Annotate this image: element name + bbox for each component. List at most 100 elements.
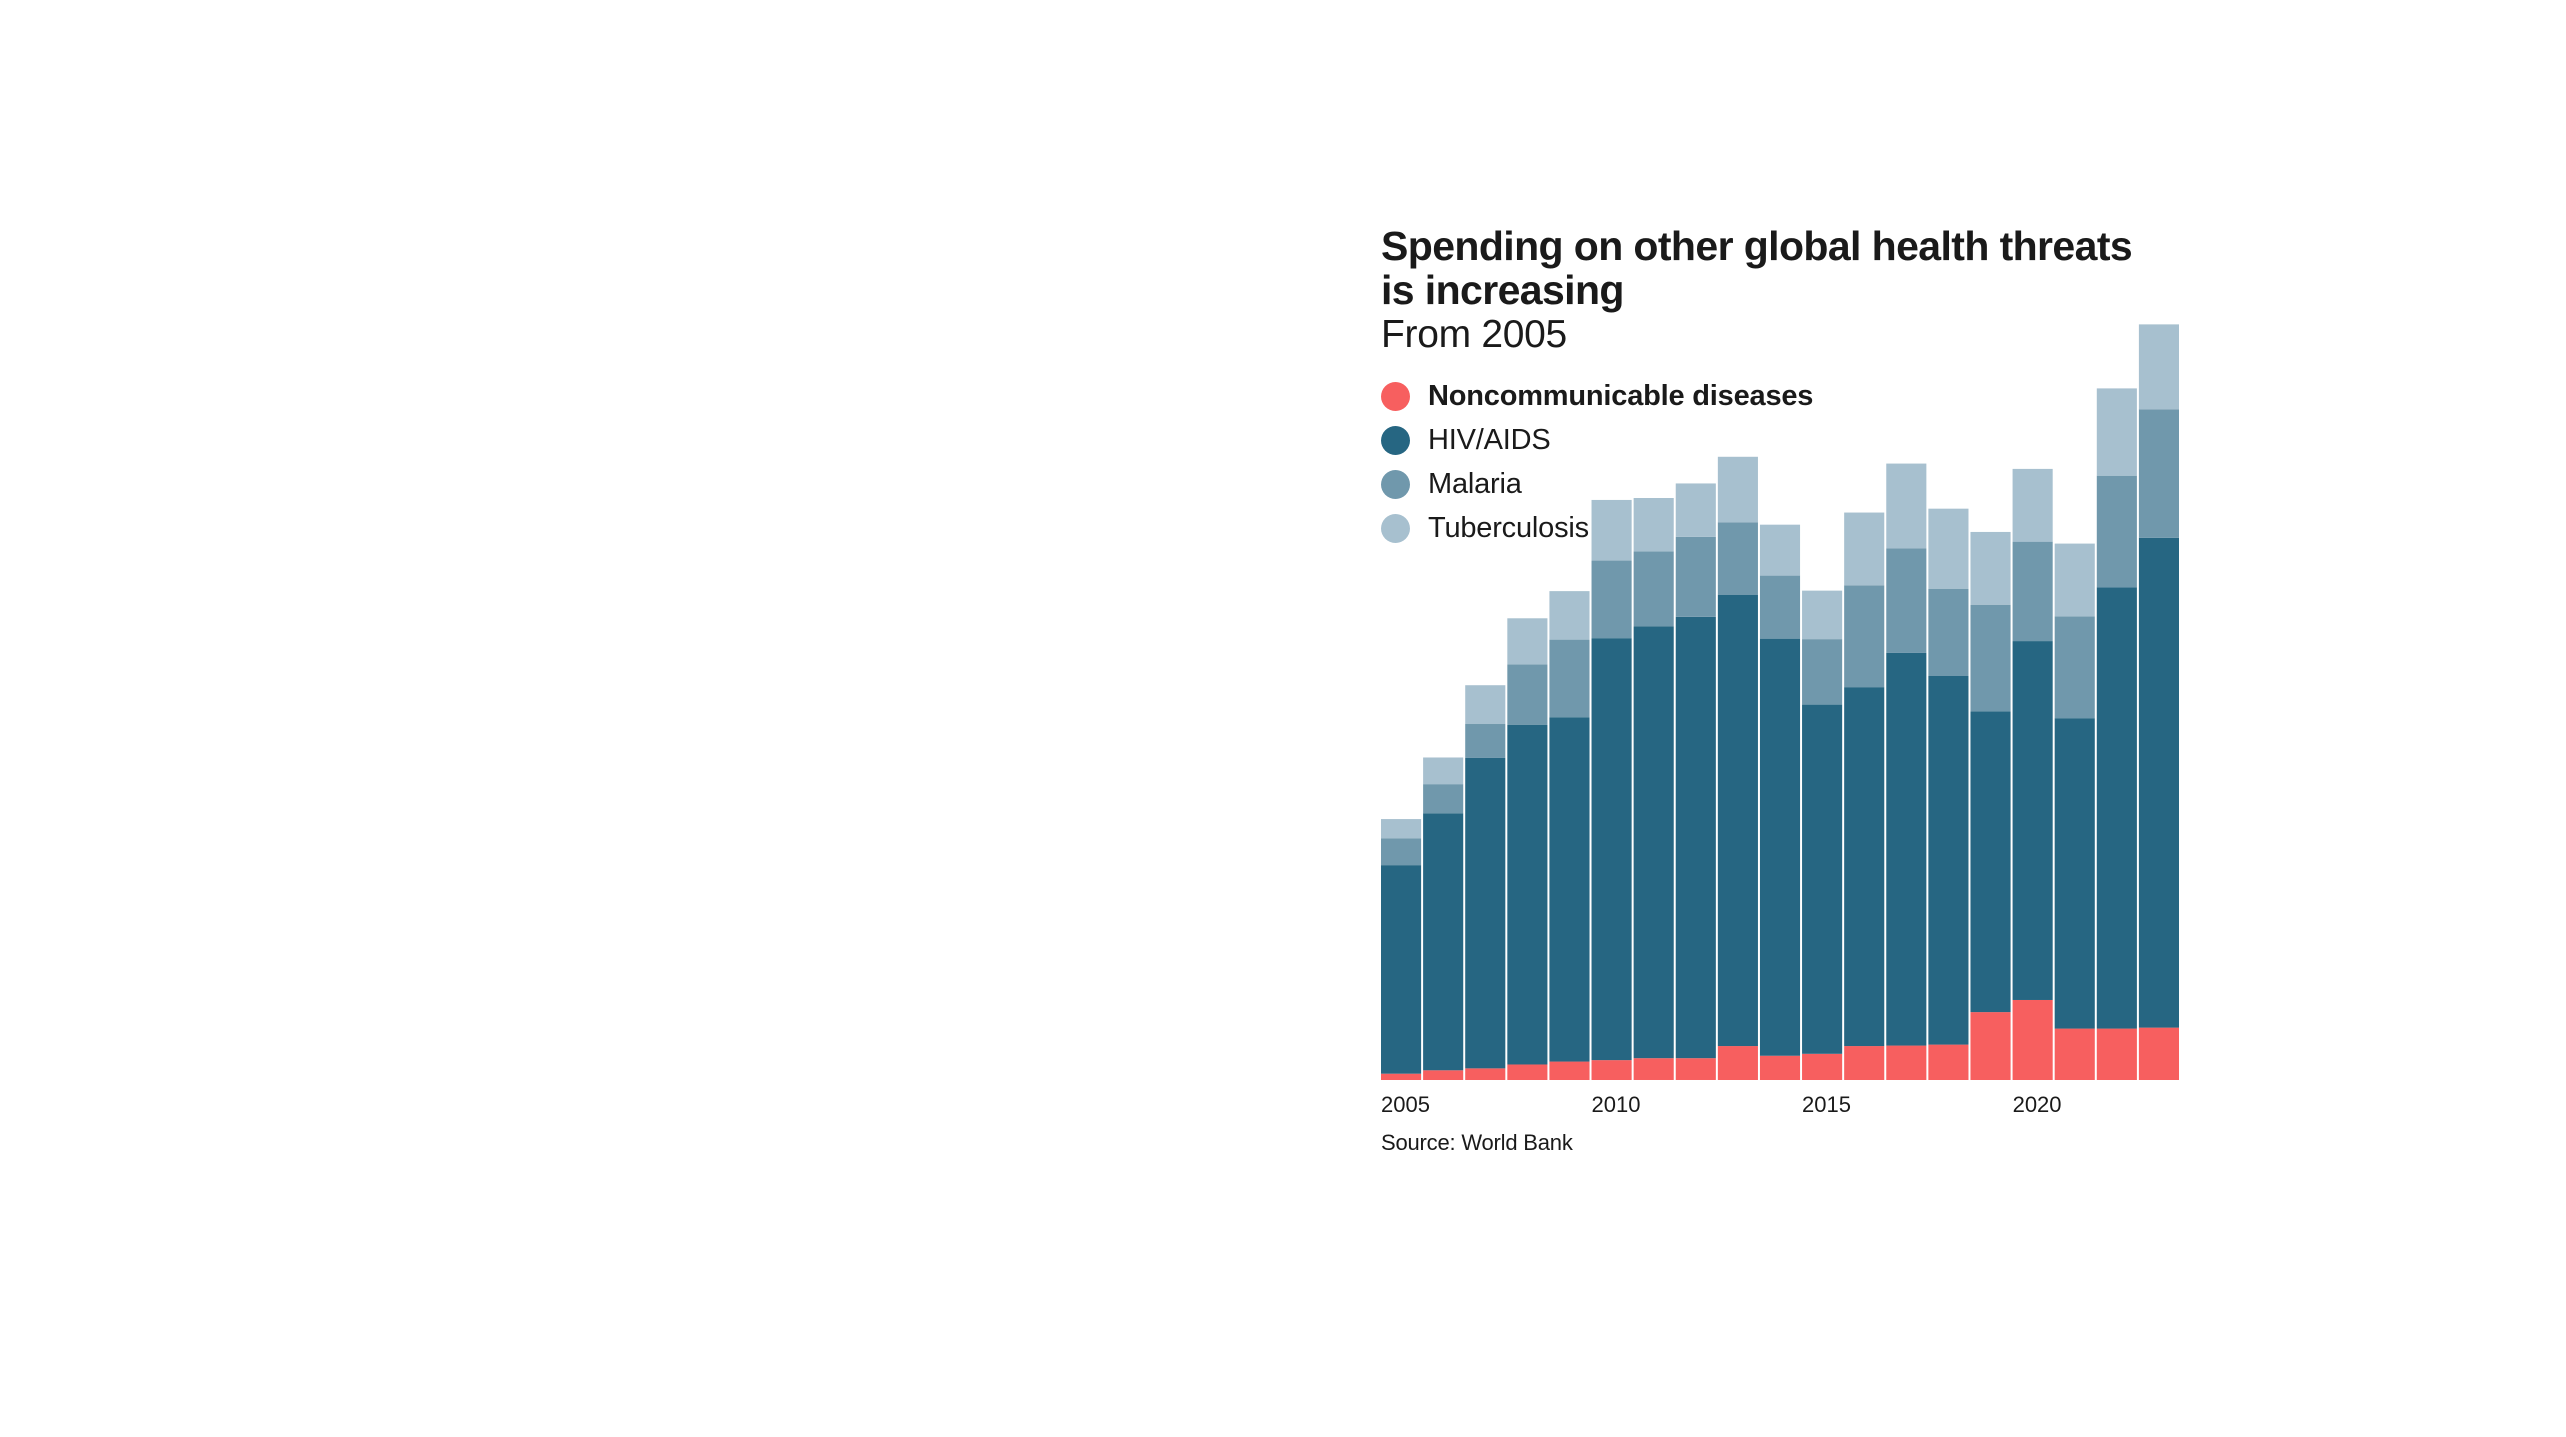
bar-segment-2007-hiv-aids (1465, 757, 1506, 1069)
bar-segment-2018-malaria (1928, 588, 1969, 676)
legend-label-malaria: Malaria (1428, 467, 1522, 500)
bar-segment-2006-noncommunicable-diseases (1423, 1070, 1464, 1080)
x-tick-label-2020: 2020 (2013, 1092, 2062, 1117)
x-tick-label-2010: 2010 (1592, 1092, 1641, 1117)
bar-segment-2021-malaria (2054, 616, 2095, 719)
bar-segment-2014-noncommunicable-diseases (1759, 1055, 1801, 1080)
chart-subtitle: From 2005 (1381, 313, 1567, 356)
bar-segment-2017-malaria (1886, 548, 1927, 653)
bar-segment-2023-hiv-aids (2138, 537, 2179, 1028)
legend-swatch-tuberculosis (1381, 513, 1410, 543)
bar-segment-2020-malaria (2012, 541, 2053, 642)
bar-segment-2011-noncommunicable-diseases (1633, 1058, 1674, 1080)
bar-segment-2016-hiv-aids (1844, 687, 1885, 1047)
bar-segment-2016-noncommunicable-diseases (1844, 1046, 1885, 1080)
bar-segment-2007-tuberculosis (1465, 685, 1506, 725)
bar-segment-2019-malaria (1970, 604, 2011, 712)
bar-segment-2013-malaria (1717, 522, 1758, 595)
bar-segment-2010-malaria (1591, 560, 1632, 639)
bar-segment-2006-tuberculosis (1423, 757, 1464, 785)
bar-segment-2012-noncommunicable-diseases (1675, 1058, 1716, 1080)
chart-title: Spending on other global health threats … (1381, 223, 2133, 313)
bar-segment-2010-hiv-aids (1591, 638, 1632, 1061)
bar-segment-2009-malaria (1549, 639, 1590, 718)
bar-segment-2005-malaria (1381, 838, 1422, 866)
legend-label-tuberculosis: Tuberculosis (1428, 511, 1589, 544)
bar-segment-2015-noncommunicable-diseases (1802, 1053, 1843, 1080)
x-tick-label-2005: 2005 (1381, 1092, 1430, 1117)
bar-segment-2015-hiv-aids (1802, 704, 1843, 1054)
legend-item-tuberculosis: Tuberculosis (1381, 506, 1813, 550)
bar-segment-2021-tuberculosis (2054, 543, 2095, 617)
stacked-bar-chart: 2005 2010 2015 2020 (1381, 324, 2179, 1117)
bar-segment-2011-malaria (1633, 551, 1674, 627)
bar-segment-2013-tuberculosis (1717, 456, 1758, 523)
bar-segment-2008-noncommunicable-diseases (1507, 1064, 1548, 1080)
bar-segment-2013-noncommunicable-diseases (1717, 1046, 1758, 1080)
source-note: Source: World Bank (1381, 1130, 1573, 1155)
bar-segment-2008-hiv-aids (1507, 724, 1548, 1065)
legend-item-malaria: Malaria (1381, 462, 1813, 506)
legend: Noncommunicable diseases HIV/AIDS Malari… (1381, 374, 1813, 550)
bar-segment-2010-noncommunicable-diseases (1591, 1060, 1632, 1080)
bar-segment-2009-hiv-aids (1549, 717, 1590, 1062)
bars-group (1381, 324, 2179, 1080)
bar-segment-2011-hiv-aids (1633, 626, 1674, 1059)
bar-segment-2022-malaria (2096, 475, 2137, 588)
bar-segment-2017-noncommunicable-diseases (1886, 1045, 1927, 1080)
bar-segment-2007-malaria (1465, 724, 1506, 758)
bar-segment-2018-hiv-aids (1928, 676, 1969, 1045)
bar-segment-2017-tuberculosis (1886, 463, 1927, 549)
bar-segment-2015-malaria (1802, 639, 1843, 705)
bar-segment-2023-noncommunicable-diseases (2138, 1027, 2179, 1080)
bar-segment-2022-tuberculosis (2096, 388, 2137, 476)
bar-segment-2018-noncommunicable-diseases (1928, 1044, 1969, 1080)
bar-segment-2014-hiv-aids (1759, 638, 1801, 1056)
x-axis-ticks: 2005 2010 2015 2020 (1381, 1092, 2062, 1117)
legend-label-hiv-aids: HIV/AIDS (1428, 423, 1551, 456)
bar-segment-2014-malaria (1759, 575, 1801, 639)
bar-segment-2018-tuberculosis (1928, 508, 1969, 589)
bar-segment-2005-hiv-aids (1381, 865, 1422, 1074)
bar-segment-2020-hiv-aids (2012, 641, 2053, 1000)
bar-segment-2022-noncommunicable-diseases (2096, 1028, 2137, 1080)
bar-segment-2023-malaria (2138, 409, 2179, 538)
bar-segment-2012-tuberculosis (1675, 483, 1716, 537)
chart-card: Spending on other global health threats … (1381, 223, 2181, 1155)
legend-swatch-malaria (1381, 469, 1410, 499)
bar-segment-2010-tuberculosis (1591, 499, 1632, 561)
x-tick-label-2015: 2015 (1802, 1092, 1851, 1117)
bar-segment-2005-tuberculosis (1381, 819, 1422, 839)
bar-segment-2006-malaria (1423, 784, 1464, 814)
legend-item-noncommunicable: Noncommunicable diseases (1381, 374, 1813, 418)
bar-segment-2009-tuberculosis (1549, 591, 1590, 640)
bar-segment-2016-malaria (1844, 585, 1885, 688)
bar-segment-2005-noncommunicable-diseases (1381, 1073, 1422, 1080)
bar-segment-2011-tuberculosis (1633, 498, 1674, 552)
bar-segment-2007-noncommunicable-diseases (1465, 1068, 1506, 1080)
bar-segment-2015-tuberculosis (1802, 590, 1843, 640)
bar-segment-2020-noncommunicable-diseases (2012, 999, 2053, 1080)
bar-segment-2013-hiv-aids (1717, 595, 1758, 1047)
bar-segment-2019-noncommunicable-diseases (1970, 1012, 2011, 1080)
bar-segment-2006-hiv-aids (1423, 813, 1464, 1071)
bar-segment-2023-tuberculosis (2138, 324, 2179, 410)
bar-segment-2012-hiv-aids (1675, 616, 1716, 1059)
bar-segment-2021-hiv-aids (2054, 718, 2095, 1029)
bar-segment-2008-tuberculosis (1507, 618, 1548, 665)
bar-segment-2019-hiv-aids (1970, 711, 2011, 1013)
bar-segment-2020-tuberculosis (2012, 468, 2053, 542)
legend-swatch-hiv-aids (1381, 425, 1410, 455)
bar-segment-2021-noncommunicable-diseases (2054, 1028, 2095, 1080)
bar-segment-2016-tuberculosis (1844, 512, 1885, 586)
bar-segment-2008-malaria (1507, 664, 1548, 725)
bar-segment-2012-malaria (1675, 536, 1716, 617)
legend-swatch-noncommunicable (1381, 381, 1410, 411)
legend-label-noncommunicable: Noncommunicable diseases (1428, 379, 1814, 412)
legend-item-hiv-aids: HIV/AIDS (1381, 418, 1813, 462)
bar-segment-2019-tuberculosis (1970, 531, 2011, 605)
bar-segment-2014-tuberculosis (1759, 524, 1801, 576)
bar-segment-2017-hiv-aids (1886, 652, 1927, 1046)
bar-segment-2022-hiv-aids (2096, 587, 2137, 1029)
bar-segment-2009-noncommunicable-diseases (1549, 1061, 1590, 1080)
